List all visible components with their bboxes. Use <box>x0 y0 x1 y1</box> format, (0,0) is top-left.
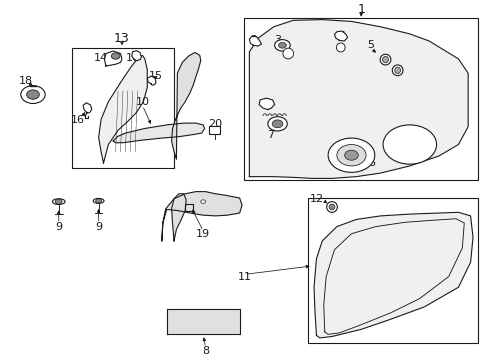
Polygon shape <box>99 55 147 163</box>
Ellipse shape <box>326 202 337 212</box>
Polygon shape <box>104 51 122 66</box>
Circle shape <box>111 53 120 59</box>
Circle shape <box>27 90 39 99</box>
Bar <box>244 18 477 180</box>
Text: 5: 5 <box>366 40 374 50</box>
Text: 16: 16 <box>71 115 85 125</box>
Circle shape <box>382 125 436 164</box>
Ellipse shape <box>391 65 402 76</box>
Text: 1: 1 <box>357 3 365 16</box>
Polygon shape <box>113 123 204 143</box>
Polygon shape <box>259 98 274 109</box>
Text: 4: 4 <box>338 31 345 41</box>
Text: 15: 15 <box>149 71 163 81</box>
Polygon shape <box>249 36 261 46</box>
Bar <box>307 198 477 343</box>
Polygon shape <box>334 31 347 41</box>
Ellipse shape <box>382 57 387 63</box>
Text: 9: 9 <box>55 222 62 231</box>
Circle shape <box>278 42 286 48</box>
Polygon shape <box>147 76 156 85</box>
Bar <box>72 48 174 168</box>
Circle shape <box>272 120 283 128</box>
Text: 3: 3 <box>273 35 281 45</box>
Text: 12: 12 <box>309 194 323 204</box>
Circle shape <box>21 86 45 103</box>
Circle shape <box>327 138 374 172</box>
Polygon shape <box>171 194 186 241</box>
Text: 17: 17 <box>125 53 140 63</box>
Text: 14: 14 <box>94 53 108 63</box>
Polygon shape <box>131 51 141 61</box>
Circle shape <box>96 199 102 203</box>
Text: 6: 6 <box>367 158 375 168</box>
Text: 18: 18 <box>19 76 33 86</box>
Text: 2: 2 <box>249 35 256 45</box>
Circle shape <box>336 144 366 166</box>
Ellipse shape <box>283 48 293 59</box>
Ellipse shape <box>328 204 334 210</box>
Ellipse shape <box>336 43 345 52</box>
Polygon shape <box>162 192 242 241</box>
Circle shape <box>55 199 62 204</box>
Text: 19: 19 <box>196 229 210 239</box>
Bar <box>209 126 220 134</box>
Circle shape <box>267 117 287 131</box>
Ellipse shape <box>52 199 65 204</box>
Polygon shape <box>166 309 239 334</box>
Ellipse shape <box>379 54 390 65</box>
Text: 11: 11 <box>237 272 251 282</box>
Text: 8: 8 <box>202 346 209 356</box>
Text: 9: 9 <box>95 222 102 231</box>
Text: 20: 20 <box>208 119 222 129</box>
Circle shape <box>274 40 289 51</box>
Circle shape <box>344 150 358 160</box>
Text: 13: 13 <box>114 32 130 45</box>
Polygon shape <box>313 212 472 338</box>
Polygon shape <box>249 20 467 179</box>
Ellipse shape <box>394 67 400 73</box>
Polygon shape <box>83 103 92 113</box>
Ellipse shape <box>93 198 104 203</box>
Circle shape <box>201 200 205 203</box>
Polygon shape <box>171 53 201 159</box>
Text: 10: 10 <box>135 98 149 107</box>
Text: 7: 7 <box>266 130 274 140</box>
